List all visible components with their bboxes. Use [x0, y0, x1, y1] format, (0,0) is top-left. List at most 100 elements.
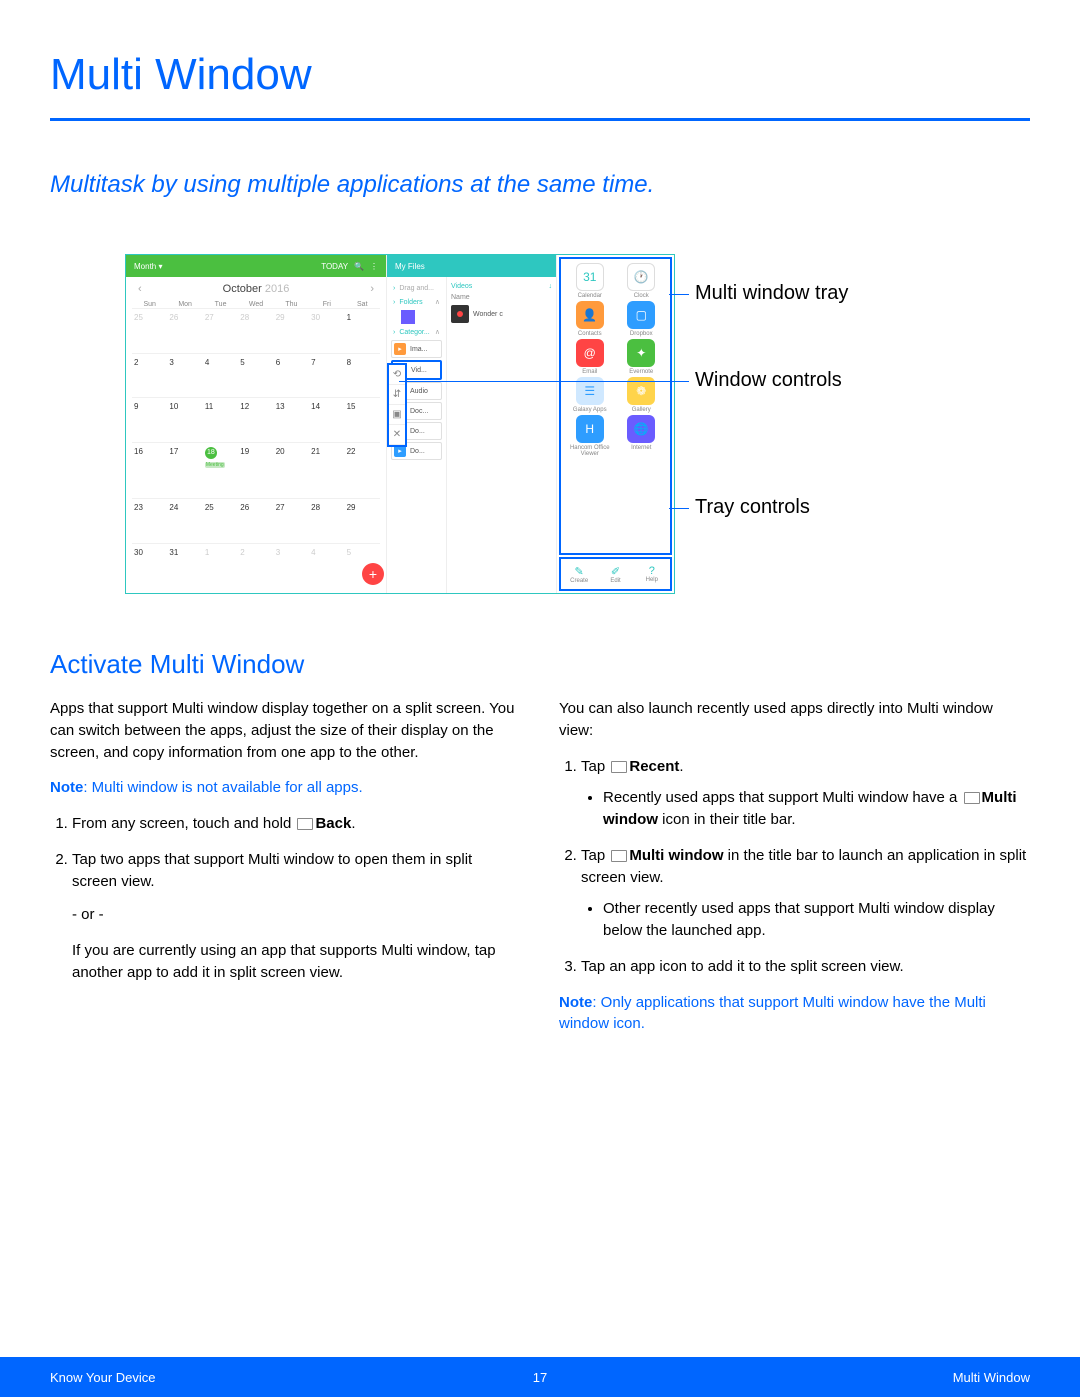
files-header: My Files	[387, 255, 556, 277]
right-step-2: Tap Multi window in the title bar to lau…	[581, 845, 1030, 942]
calendar-cell: 5	[238, 353, 273, 398]
calendar-cell: 7	[309, 353, 344, 398]
tray-app: 🕐Clock	[617, 263, 667, 299]
page-subtitle: Multitask by using multiple applications…	[50, 171, 1030, 199]
window-control-icon: ✕	[389, 425, 405, 445]
tray-app: ✦Evernote	[617, 339, 667, 375]
calendar-cell: 29	[345, 498, 380, 543]
calendar-cell: 6	[274, 353, 309, 398]
calendar-cell: 12	[238, 397, 273, 442]
page-title: Multi Window	[50, 50, 1030, 100]
dow-cell: Mon	[167, 301, 202, 308]
calendar-cell: 4	[203, 353, 238, 398]
footer-page: 17	[533, 1370, 547, 1385]
callout-controls: Window controls	[695, 369, 842, 391]
left-step-2: Tap two apps that support Multi window t…	[72, 849, 521, 984]
prev-month-icon: ‹	[138, 283, 142, 295]
callout-tray-controls: Tray controls	[695, 496, 810, 518]
calendar-cell: 13	[274, 397, 309, 442]
next-month-icon: ›	[370, 283, 374, 295]
calendar-month: October	[223, 283, 262, 295]
right-step-3: Tap an app icon to add it to the split s…	[581, 956, 1030, 978]
calendar-cell: 28	[309, 498, 344, 543]
window-controls: ⟲⇵▣✕	[387, 363, 407, 447]
calendar-cell: 10	[167, 397, 202, 442]
calendar-cell: 29	[274, 308, 309, 353]
file-name: Wonder c	[473, 311, 503, 318]
tray-app: HHancom Office Viewer	[565, 415, 615, 457]
fab-add-icon: +	[362, 563, 384, 585]
right-bullet-1: Recently used apps that support Multi wi…	[603, 787, 1030, 831]
menu-icon: ⋮	[370, 262, 378, 271]
dow-cell: Fri	[309, 301, 344, 308]
calendar-cell: 2	[132, 353, 167, 398]
files-name-label: Name	[451, 294, 552, 301]
callout-labels: Multi window tray Window controls Tray c…	[695, 254, 848, 594]
calendar-header: Month ▾ TODAY 🔍 ⋮	[126, 255, 386, 277]
left-column: Apps that support Multi window display t…	[50, 698, 521, 1049]
tray-control: ✐Edit	[597, 559, 633, 589]
calendar-cell: 3	[167, 353, 202, 398]
file-thumb-item: Wonder c	[451, 305, 552, 323]
files-left-item: ▸Ima...	[391, 340, 442, 358]
calendar-cell: 3	[274, 543, 309, 588]
multiwindow-icon	[611, 850, 627, 862]
files-pane: My Files ›Drag and... ›Folders∧ ›Categor..…	[386, 255, 556, 593]
left-note: Note: Multi window is not available for …	[50, 777, 521, 799]
files-left-item: ›Drag and...	[391, 283, 442, 294]
calendar-pane: Month ▾ TODAY 🔍 ⋮ ‹ October 2016 › SunMo	[126, 255, 386, 593]
calendar-cell: 4	[309, 543, 344, 588]
files-left-item: ›Folders∧	[391, 296, 442, 308]
left-or: - or -	[72, 904, 521, 926]
right-column: You can also launch recently used apps d…	[559, 698, 1030, 1049]
dow-cell: Thu	[274, 301, 309, 308]
files-left-item: ›Categor...∧	[391, 326, 442, 338]
left-alt: If you are currently using an app that s…	[72, 940, 521, 984]
tray-app: 👤Contacts	[565, 301, 615, 337]
back-icon	[297, 818, 313, 830]
calendar-year: 2016	[265, 283, 289, 295]
callout-tray: Multi window tray	[695, 282, 848, 304]
calendar-cell: 28	[238, 308, 273, 353]
calendar-view-label: Month ▾	[134, 262, 162, 271]
calendar-cell: 22	[345, 442, 380, 499]
left-step-1: From any screen, touch and hold Back.	[72, 813, 521, 835]
search-icon: 🔍	[354, 262, 364, 271]
calendar-cell: 1	[203, 543, 238, 588]
footer-left: Know Your Device	[50, 1370, 156, 1385]
dow-cell: Sat	[345, 301, 380, 308]
dow-cell: Tue	[203, 301, 238, 308]
window-control-icon: ▣	[389, 405, 405, 425]
multi-window-tray: 31Calendar🕐Clock👤Contacts▢Dropbox@Email✦…	[559, 257, 672, 555]
tray-app: ▢Dropbox	[617, 301, 667, 337]
right-note: Note: Only applications that support Mul…	[559, 992, 1030, 1036]
calendar-today: TODAY	[321, 262, 348, 271]
calendar-cell: 23	[132, 498, 167, 543]
dow-cell: Sun	[132, 301, 167, 308]
calendar-cell: 31	[167, 543, 202, 588]
calendar-dow: SunMonTueWedThuFriSat	[126, 301, 386, 308]
multiwindow-icon	[964, 792, 980, 804]
calendar-grid: 252627282930123456789101112131415161718M…	[126, 308, 386, 593]
video-thumb	[451, 305, 469, 323]
calendar-cell: 30	[132, 543, 167, 588]
tray-app: ☰Galaxy Apps	[565, 377, 615, 413]
calendar-cell: 27	[203, 308, 238, 353]
calendar-cell: 17	[167, 442, 202, 499]
right-step-1: Tap Recent. Recently used apps that supp…	[581, 756, 1030, 831]
calendar-cell: 26	[238, 498, 273, 543]
calendar-cell: 14	[309, 397, 344, 442]
section-heading: Activate Multi Window	[50, 649, 1030, 680]
right-p1: You can also launch recently used apps d…	[559, 698, 1030, 742]
calendar-cell: 25	[203, 498, 238, 543]
tray-control: ✎Create	[561, 559, 597, 589]
tray-app: @Email	[565, 339, 615, 375]
calendar-cell: 8	[345, 353, 380, 398]
tray-app: 31Calendar	[565, 263, 615, 299]
window-control-icon: ⟲	[389, 365, 405, 385]
device-screenshot: Month ▾ TODAY 🔍 ⋮ ‹ October 2016 › SunMo	[125, 254, 675, 594]
tray-app: 🌐Internet	[617, 415, 667, 457]
title-rule	[50, 118, 1030, 121]
dow-cell: Wed	[238, 301, 273, 308]
files-videos-label: Videos↓	[451, 283, 552, 290]
